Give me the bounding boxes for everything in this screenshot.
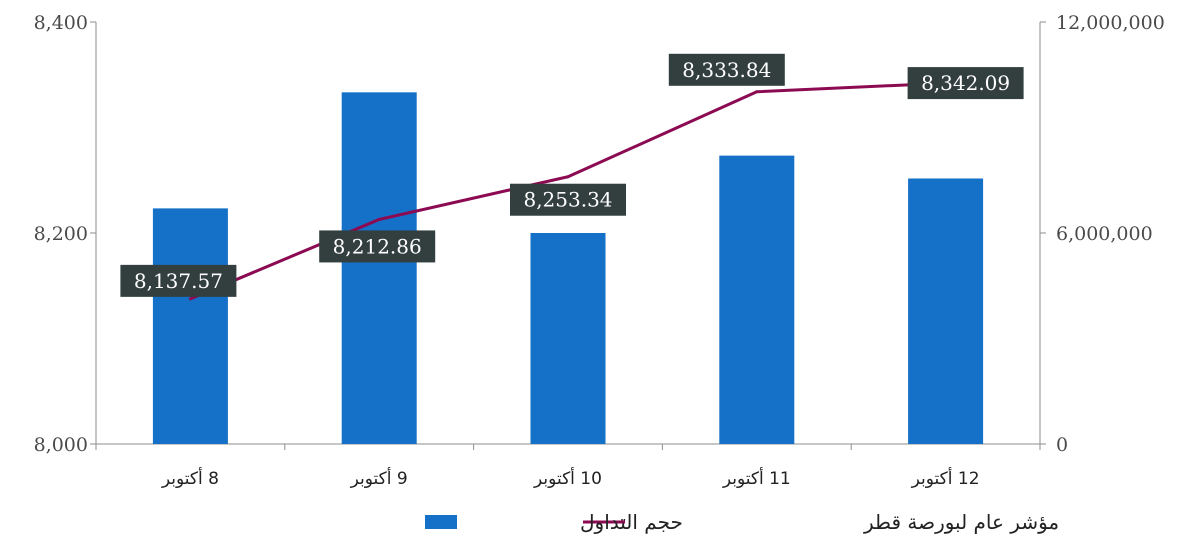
tick-labels: 8,000 8,200 8,400 0 6,000,000 12,000,000 8 أكت… bbox=[34, 12, 1165, 489]
data-label: 8,342.09 bbox=[921, 71, 1010, 95]
data-label: 8,253.34 bbox=[523, 188, 612, 212]
category-label: 12 أكتوبر bbox=[911, 467, 980, 489]
data-label: 8,137.57 bbox=[134, 269, 223, 293]
right-tick-label: 0 bbox=[1056, 434, 1068, 456]
left-tick-label: 8,200 bbox=[34, 223, 88, 245]
category-label: 9 أكتوبر bbox=[350, 467, 408, 489]
category-label: 10 أكتوبر bbox=[533, 467, 602, 489]
legend-label-index: مؤشر عام لبورصة قطر bbox=[863, 510, 1059, 534]
right-tick-label: 6,000,000 bbox=[1056, 223, 1153, 245]
data-label-box bbox=[907, 67, 1024, 100]
volume-bar bbox=[719, 155, 795, 444]
bar-series bbox=[152, 92, 984, 444]
volume-bar bbox=[152, 208, 228, 444]
category-label: 8 أكتوبر bbox=[161, 467, 219, 489]
index-point bbox=[755, 90, 759, 94]
data-labels: 8,137.57 8,212.86 8,253.34 8,333.84 8,342.09 bbox=[120, 53, 1024, 297]
data-label-box bbox=[510, 183, 626, 216]
legend-swatch-bar bbox=[425, 515, 457, 529]
legend: مؤشر عام لبورصة قطر حجم التداول bbox=[425, 510, 1059, 534]
index-point bbox=[566, 175, 570, 179]
data-label-box bbox=[319, 230, 436, 263]
left-tick-label: 8,000 bbox=[34, 434, 88, 456]
volume-bar bbox=[530, 233, 606, 444]
category-label: 11 أكتوبر bbox=[722, 467, 791, 489]
index-point bbox=[188, 297, 192, 301]
data-label: 8,333.84 bbox=[682, 58, 771, 82]
left-tick-label: 8,400 bbox=[34, 12, 88, 34]
data-label: 8,212.86 bbox=[333, 234, 422, 258]
legend-label-volume: حجم التداول bbox=[580, 510, 683, 534]
data-label-box bbox=[120, 264, 237, 297]
volume-bar bbox=[908, 178, 984, 444]
volume-bar bbox=[341, 92, 417, 444]
right-tick-label: 12,000,000 bbox=[1056, 12, 1165, 34]
index-point bbox=[377, 217, 381, 221]
data-label-box bbox=[668, 53, 785, 86]
